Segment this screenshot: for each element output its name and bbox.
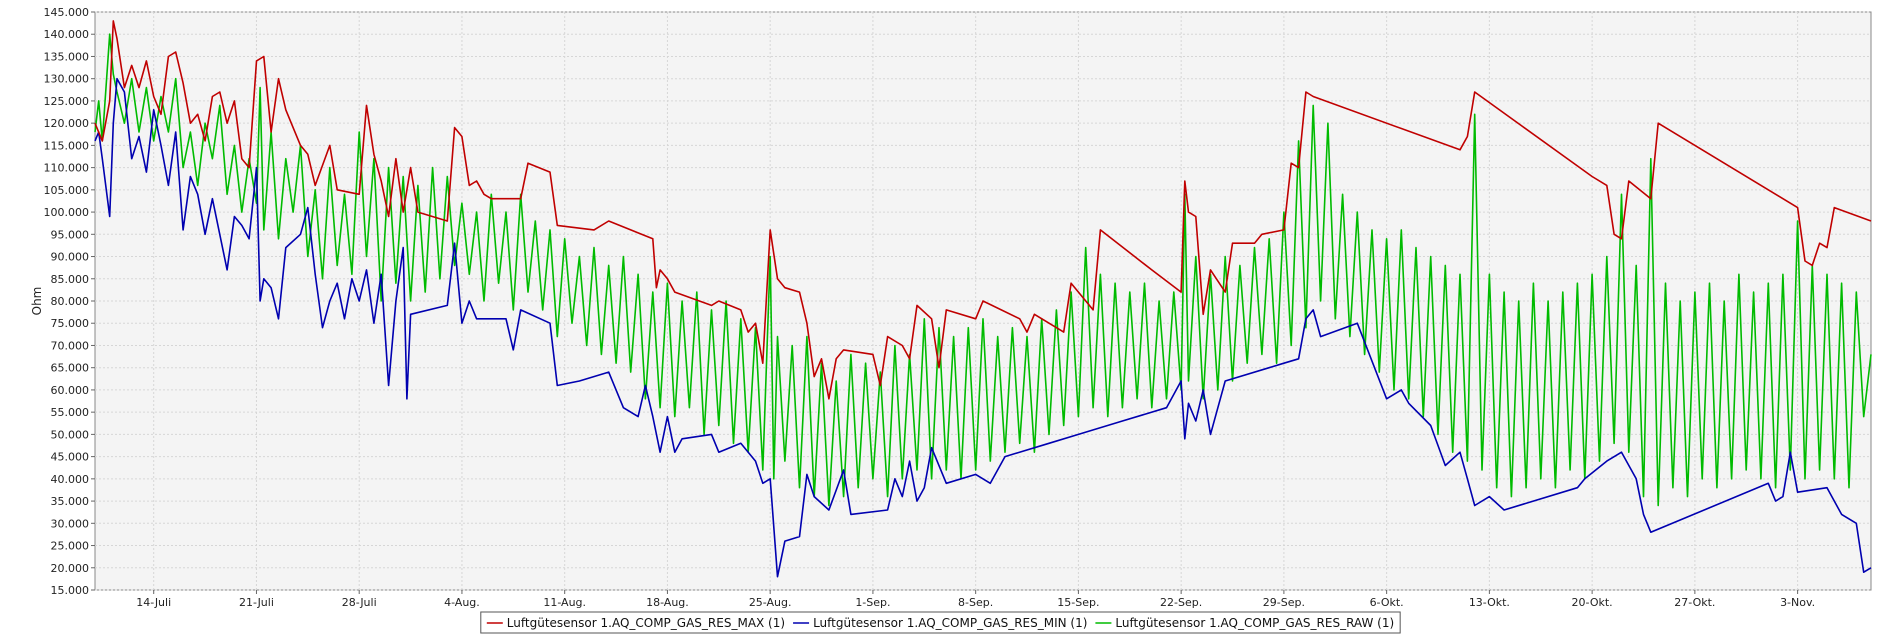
y-tick-label: 50.000 xyxy=(51,428,90,441)
legend-box xyxy=(480,611,1401,634)
x-tick-label: 29-Sep. xyxy=(1263,596,1305,609)
x-tick-label: 13-Okt. xyxy=(1469,596,1510,609)
x-tick-label: 18-Aug. xyxy=(646,596,689,609)
y-tick-label: 120.000 xyxy=(44,117,90,130)
x-tick-label: 6-Okt. xyxy=(1370,596,1404,609)
x-tick-label: 28-Juli xyxy=(342,596,377,609)
y-tick-label: 65.000 xyxy=(51,362,90,375)
x-tick-label: 27-Okt. xyxy=(1674,596,1715,609)
x-tick-label: 25-Aug. xyxy=(749,596,792,609)
y-tick-label: 105.000 xyxy=(44,184,90,197)
y-tick-label: 60.000 xyxy=(51,384,90,397)
y-tick-label: 75.000 xyxy=(51,317,90,330)
y-tick-label: 70.000 xyxy=(51,339,90,352)
y-tick-label: 45.000 xyxy=(51,451,90,464)
y-tick-label: 30.000 xyxy=(51,517,90,530)
y-tick-label: 135.000 xyxy=(44,50,90,63)
y-tick-label: 55.000 xyxy=(51,406,90,419)
x-tick-label: 11-Aug. xyxy=(543,596,586,609)
y-tick-label: 40.000 xyxy=(51,473,90,486)
legend-label: Luftgütesensor 1.AQ_COMP_GAS_RES_MAX (1) xyxy=(507,616,785,630)
y-tick-label: 100.000 xyxy=(44,206,90,219)
y-tick-label: 110.000 xyxy=(44,162,90,175)
y-tick-label: 25.000 xyxy=(51,540,90,553)
legend-label: Luftgütesensor 1.AQ_COMP_GAS_RES_MIN (1) xyxy=(813,616,1087,630)
x-axis-ticks: 14-Juli 21-Juli 28-Juli 4-Aug. 11-Aug. 18-Aug… xyxy=(136,590,1815,609)
x-tick-label: 4-Aug. xyxy=(444,596,480,609)
x-tick-label: 21-Juli xyxy=(239,596,274,609)
y-tick-label: 130.000 xyxy=(44,73,90,86)
x-tick-label: 1-Sep. xyxy=(855,596,890,609)
x-tick-label: 20-Okt. xyxy=(1572,596,1613,609)
x-tick-label: 14-Juli xyxy=(136,596,171,609)
x-tick-label: 15-Sep. xyxy=(1057,596,1099,609)
y-tick-label: 125.000 xyxy=(44,95,90,108)
y-tick-label: 140.000 xyxy=(44,28,90,41)
y-tick-label: 20.000 xyxy=(51,562,90,575)
y-tick-label: 95.000 xyxy=(51,228,90,241)
legend: Luftgütesensor 1.AQ_COMP_GAS_RES_MAX (1)… xyxy=(480,611,1401,634)
y-tick-label: 90.000 xyxy=(51,251,90,264)
x-tick-label: 8-Sep. xyxy=(958,596,993,609)
legend-label: Luftgütesensor 1.AQ_COMP_GAS_RES_RAW (1) xyxy=(1115,616,1394,630)
series-lines xyxy=(94,20,1872,578)
series-line-raw xyxy=(94,33,1872,507)
series-line-min xyxy=(94,77,1872,578)
y-tick-label: 35.000 xyxy=(51,495,90,508)
y-tick-label: 80.000 xyxy=(51,295,90,308)
y-tick-label: 85.000 xyxy=(51,273,90,286)
y-axis-label: Ohm xyxy=(30,287,44,316)
y-tick-label: 115.000 xyxy=(44,139,90,152)
y-axis-ticks: 15.000 20.000 25.000 30.000 35.000 40.000 45.0… xyxy=(44,6,95,597)
grid-lines xyxy=(95,11,1871,591)
x-tick-label: 3-Nov. xyxy=(1780,596,1815,609)
series-line-max xyxy=(94,20,1872,400)
x-tick-label: 22-Sep. xyxy=(1160,596,1202,609)
y-tick-label: 15.000 xyxy=(51,584,90,597)
y-tick-label: 145.000 xyxy=(44,6,90,19)
